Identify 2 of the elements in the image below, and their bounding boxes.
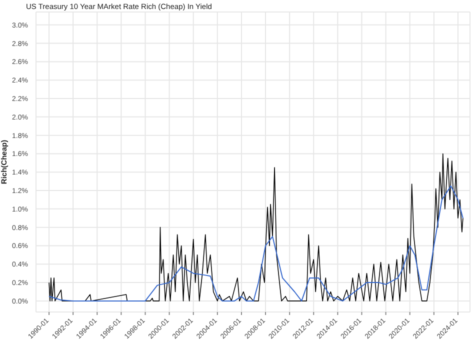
line-series	[48, 185, 464, 302]
line-series	[48, 153, 464, 302]
